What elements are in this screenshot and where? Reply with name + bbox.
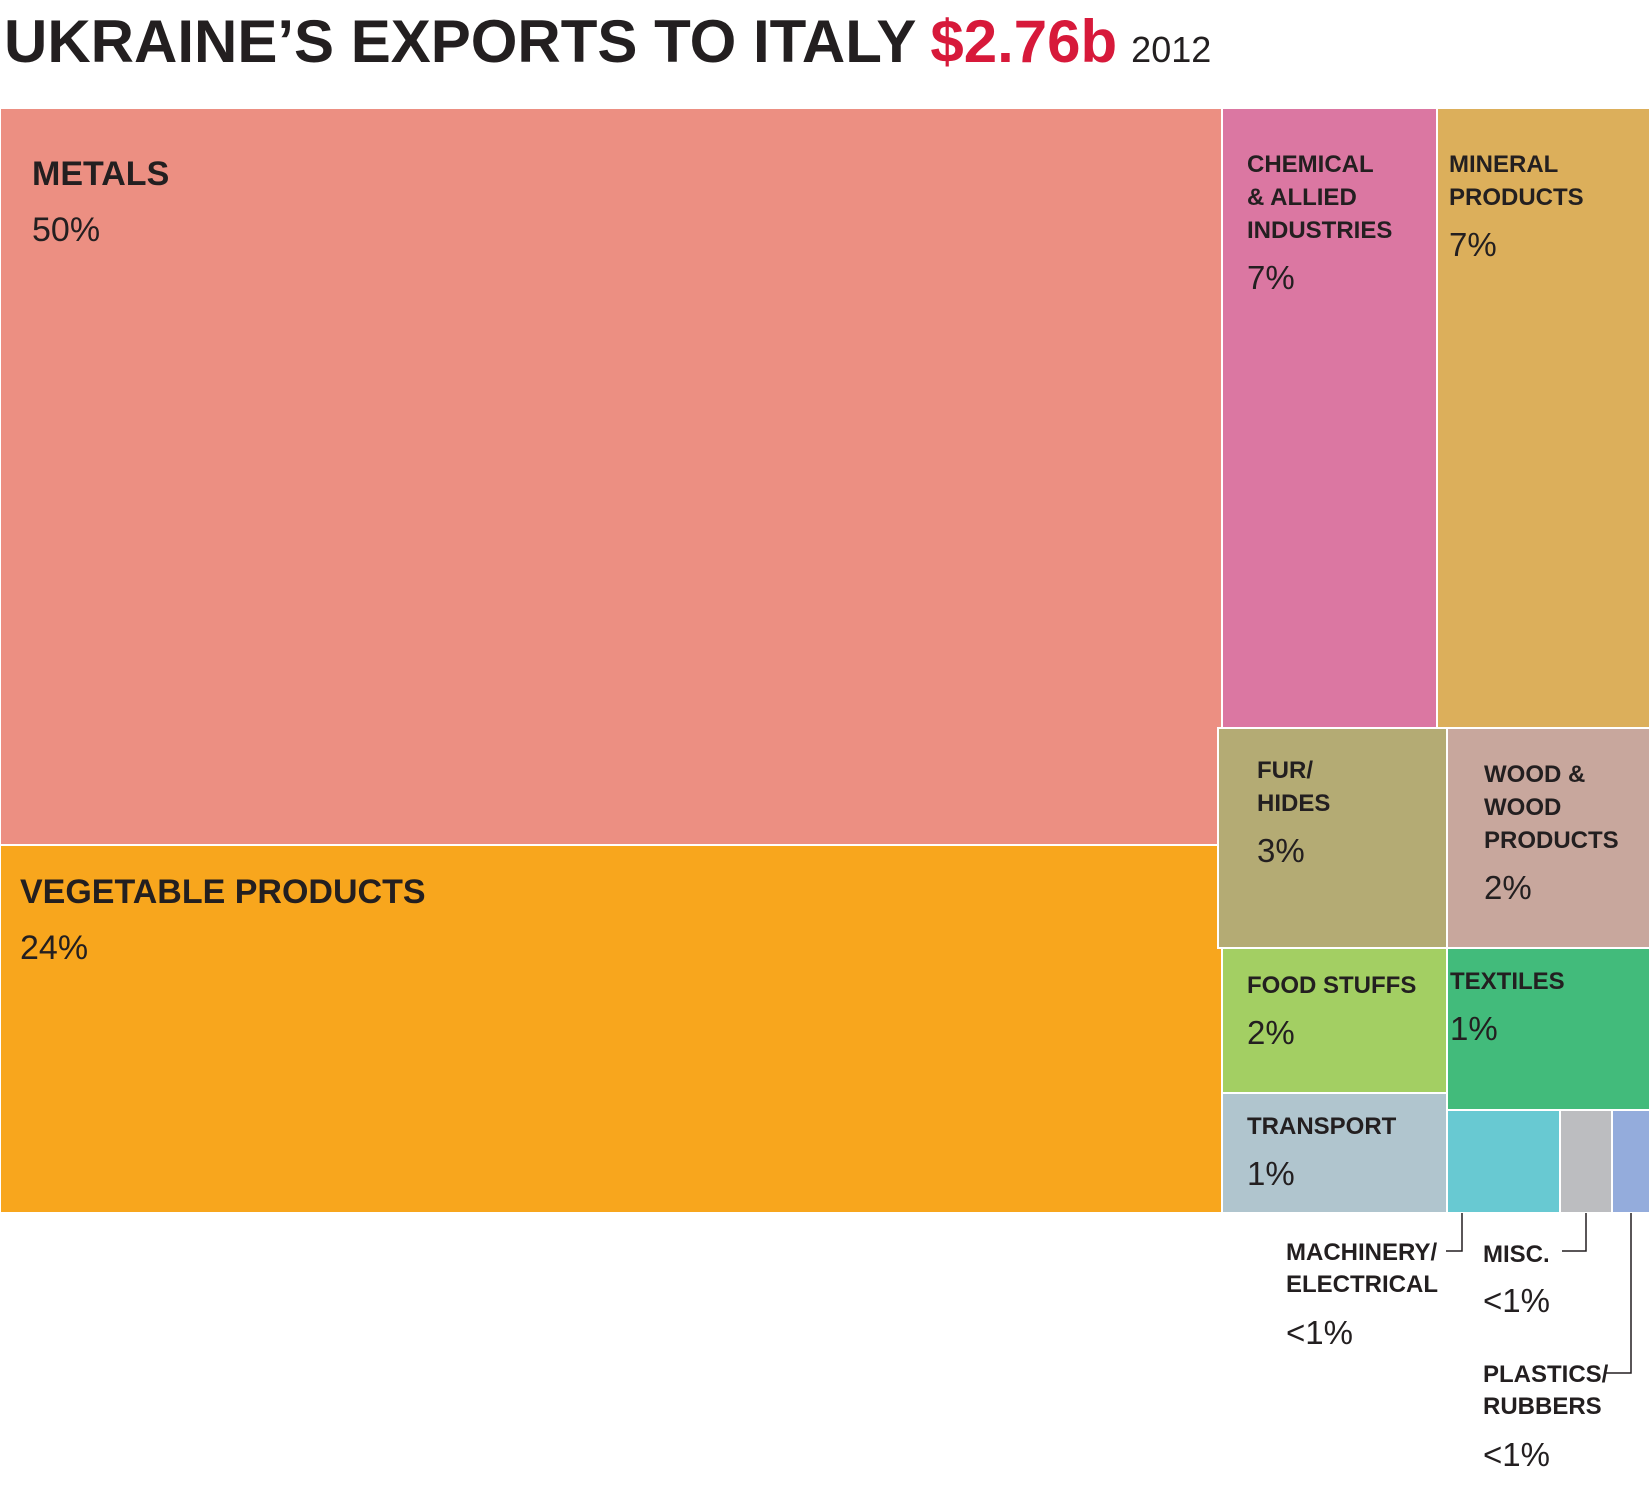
label-mineral-products-line-2: PRODUCTS xyxy=(1449,184,1584,211)
tile-plastics-rubbers xyxy=(1611,1109,1650,1214)
label-vegetable-products: VEGETABLE PRODUCTS xyxy=(20,873,426,911)
value-textiles: 1% xyxy=(1450,1010,1498,1047)
treemap-labels: METALS 50% VEGETABLE PRODUCTS 24% CHEMICAL & … xyxy=(20,151,1619,1473)
title-text: UKRAINE’S EXPORTS TO ITALY xyxy=(4,8,916,75)
value-machinery-electrical: <1% xyxy=(1286,1314,1353,1351)
value-food-stuffs: 2% xyxy=(1247,1014,1295,1051)
value-wood-wood-products: 2% xyxy=(1484,869,1532,906)
label-chemical-allied-industries-line-3: INDUSTRIES xyxy=(1247,217,1392,244)
leader-plastics-rubbers xyxy=(1605,1213,1632,1374)
tile-wood-wood-products xyxy=(1446,727,1650,949)
label-plastics-rubbers-line-1: PLASTICS/ xyxy=(1483,1361,1609,1388)
tile-fur-hides xyxy=(1217,727,1448,949)
label-plastics-rubbers-line-2: RUBBERS xyxy=(1483,1393,1602,1420)
title-total-value: $2.76b xyxy=(930,8,1117,75)
tile-chemical-allied-industries xyxy=(1221,107,1438,729)
value-chemical-allied-industries: 7% xyxy=(1247,259,1295,296)
label-wood-wood-products-line-2: WOOD xyxy=(1484,794,1561,821)
tile-metals xyxy=(0,107,1223,846)
label-machinery-electrical-line-2: ELECTRICAL xyxy=(1286,1271,1438,1298)
svg-text:UKRAINE’S EXPORTS TO ITALY$2.7: UKRAINE’S EXPORTS TO ITALY $2.76b 2012 xyxy=(4,8,1211,75)
label-transport: TRANSPORT xyxy=(1247,1113,1397,1140)
tile-vegetable-products xyxy=(0,844,1223,1214)
label-wood-wood-products-line-3: PRODUCTS xyxy=(1484,827,1619,854)
leader-misc xyxy=(1562,1213,1587,1252)
label-metals: METALS xyxy=(32,155,169,193)
label-machinery-electrical-line-1: MACHINERY/ xyxy=(1286,1239,1437,1266)
label-mineral-products-line-1: MINERAL xyxy=(1449,151,1558,178)
leader-lines xyxy=(1446,1213,1632,1374)
value-plastics-rubbers: <1% xyxy=(1483,1436,1550,1473)
leader-machinery-electrical xyxy=(1446,1213,1463,1252)
tile-misc xyxy=(1559,1109,1613,1214)
label-food-stuffs: FOOD STUFFS xyxy=(1247,972,1416,999)
label-textiles: TEXTILES xyxy=(1450,968,1565,995)
value-misc: <1% xyxy=(1483,1282,1550,1319)
tile-machinery-electrical xyxy=(1446,1109,1561,1214)
tile-mineral-products xyxy=(1436,107,1650,729)
label-chemical-allied-industries-line-2: & ALLIED xyxy=(1247,184,1357,211)
label-fur-hides-line-2: HIDES xyxy=(1257,790,1330,817)
value-vegetable-products: 24% xyxy=(20,929,88,967)
chart-title: UKRAINE’S EXPORTS TO ITALY $2.76b 2012 xyxy=(4,8,1211,75)
value-fur-hides: 3% xyxy=(1257,832,1305,869)
tile-transport xyxy=(1221,1092,1448,1214)
value-mineral-products: 7% xyxy=(1449,226,1497,263)
value-metals: 50% xyxy=(32,211,100,249)
tile-food-stuffs xyxy=(1221,947,1448,1094)
label-wood-wood-products-line-1: WOOD & xyxy=(1484,761,1585,788)
label-misc: MISC. xyxy=(1483,1241,1550,1268)
treemap-tiles xyxy=(0,107,1650,1214)
label-fur-hides-line-1: FUR/ xyxy=(1257,757,1313,784)
label-chemical-allied-industries-line-1: CHEMICAL xyxy=(1247,151,1374,178)
value-transport: 1% xyxy=(1247,1155,1295,1192)
title-year: 2012 xyxy=(1131,29,1211,70)
